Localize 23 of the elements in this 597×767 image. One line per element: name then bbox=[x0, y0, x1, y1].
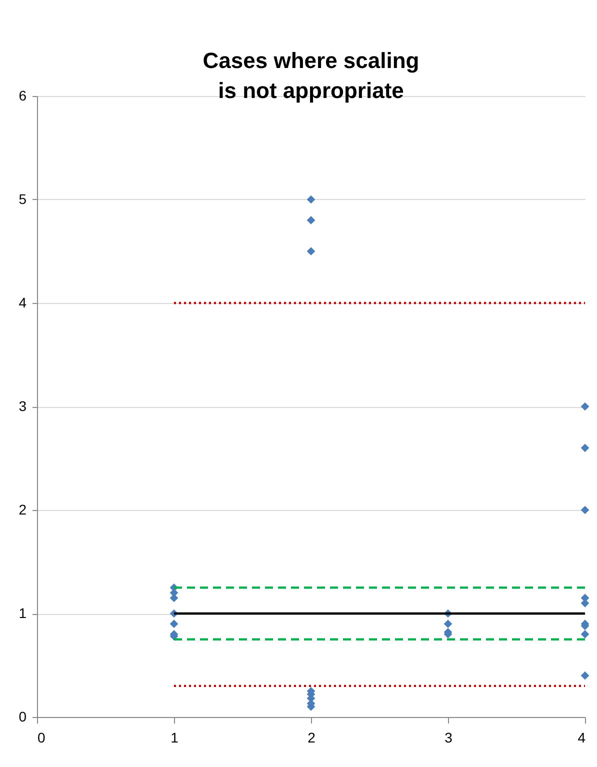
y-tick-label: 3 bbox=[18, 398, 27, 414]
x-tick-label: 2 bbox=[308, 730, 316, 746]
point bbox=[170, 620, 178, 628]
point bbox=[444, 620, 452, 628]
point bbox=[580, 506, 590, 514]
y-tick-label: 5 bbox=[18, 191, 27, 207]
point bbox=[306, 216, 316, 224]
point bbox=[580, 444, 590, 452]
point bbox=[580, 630, 590, 638]
x-tick-label: 1 bbox=[170, 730, 179, 746]
y-tick-label: 1 bbox=[18, 605, 27, 621]
y-tick-label: 0 bbox=[18, 708, 27, 724]
point bbox=[580, 671, 590, 680]
x-tick-label: 4 bbox=[578, 730, 586, 746]
x-tick-label: 3 bbox=[444, 730, 453, 746]
y-tick-label: 6 bbox=[18, 88, 27, 104]
y-tick-label: 2 bbox=[18, 502, 27, 518]
point bbox=[580, 402, 590, 411]
point bbox=[306, 247, 316, 256]
y-tick-label: 4 bbox=[18, 294, 27, 310]
chart-title: Cases where scaling is not appropriate bbox=[202, 48, 420, 103]
x-tick-label: 0 bbox=[38, 730, 46, 746]
point bbox=[306, 195, 316, 204]
